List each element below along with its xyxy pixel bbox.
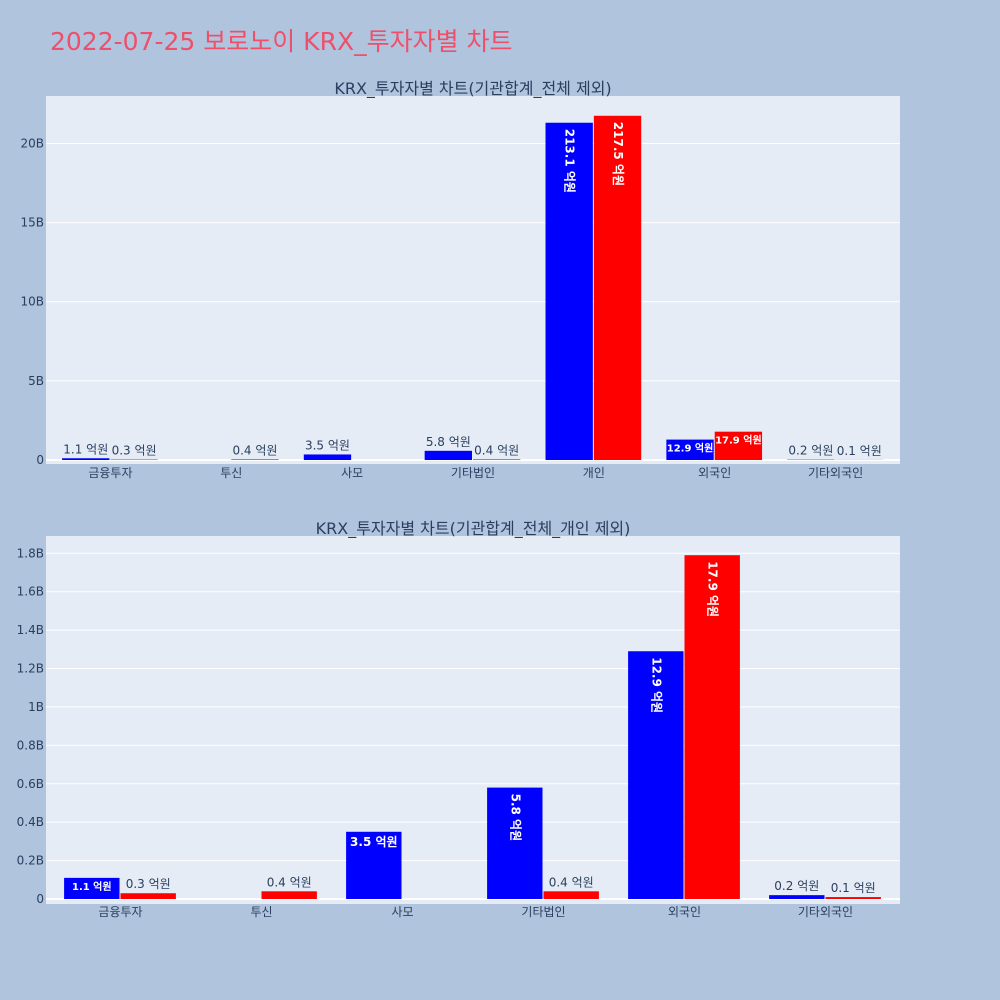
data-label: 0.2 억원 [788,444,833,458]
x-tick-label: 외국인 [698,466,731,480]
bar [545,122,593,460]
bar [593,115,642,461]
y-tick-label: 1.6B [17,585,44,599]
data-label: 1.1 억원 [72,880,112,893]
y-tick-label: 0 [36,453,44,467]
x-tick-label: 기타외국인 [808,466,863,480]
chart-title: KRX_투자자별 차트(기관합계_전체 제외) [334,79,611,99]
bar [543,891,599,899]
data-label: 0.1 억원 [831,881,876,895]
bar [424,450,472,460]
y-tick-label: 0.4B [17,815,44,829]
chart-title: KRX_투자자별 차트(기관합계_전체_개인 제외) [316,519,631,539]
bar [231,459,279,460]
bar [303,454,352,460]
data-label: 213.1 억원 [563,129,577,193]
data-label: 5.8 억원 [508,794,522,842]
x-tick-label: 투신 [250,905,272,919]
data-label: 5.8 억원 [426,435,471,449]
x-tick-label: 외국인 [668,905,701,919]
y-tick-label: 1.4B [17,623,44,637]
x-tick-label: 금융투자 [98,905,142,919]
data-label: 12.9 억원 [667,442,714,455]
bar [346,831,402,899]
y-tick-label: 1.2B [17,662,44,676]
y-tick-label: 1B [28,700,44,714]
y-tick-label: 15B [20,216,44,230]
data-label: 0.4 억원 [232,443,277,457]
x-tick-label: 기타법인 [521,905,565,919]
x-tick-label: 사모 [391,905,413,919]
data-label: 17.9 억원 [706,561,720,617]
data-label: 17.9 억원 [715,434,762,447]
data-label: 1.1 억원 [63,442,108,456]
bar [628,651,684,899]
y-tick-label: 1.8B [17,546,44,560]
page-title: 2022-07-25 보로노이 KRX_투자자별 차트 [50,27,513,56]
data-label: 12.9 억원 [649,657,663,713]
y-tick-label: 0.2B [17,854,44,868]
y-tick-label: 10B [20,295,44,309]
bar [825,897,881,899]
y-tick-label: 0 [36,892,44,906]
bar [487,787,543,899]
top-bar-chart: KRX_투자자별 차트(기관합계_전체 제외) 0 5B 10B 15B 20B 금융투자 1… [20,79,900,480]
data-label: 0.4 억원 [267,875,312,889]
x-tick-label: 기타법인 [451,466,495,480]
data-label: 3.5 억원 [305,438,350,452]
data-label: 217.5 억원 [611,122,625,186]
data-label: 0.4 억원 [549,875,594,889]
bar [666,439,714,460]
plot-area [46,536,900,904]
x-tick-label: 사모 [341,466,363,480]
y-tick-label: 0.8B [17,738,44,752]
data-label: 0.3 억원 [126,877,171,891]
data-label: 3.5 억원 [350,835,398,849]
bar [64,877,120,899]
plot-area [46,96,900,464]
data-label: 0.3 억원 [112,444,157,458]
x-tick-label: 투신 [220,466,242,480]
bar [120,893,176,899]
x-tick-label: 개인 [583,466,605,480]
data-label: 0.4 억원 [474,443,519,457]
y-tick-label: 0.6B [17,777,44,791]
bar [769,895,825,899]
data-label: 0.2 억원 [774,879,819,893]
y-tick-label: 20B [20,136,44,150]
bar [473,459,521,460]
data-label: 0.1 억원 [837,444,882,458]
x-tick-label: 기타외국인 [798,905,853,919]
bar [62,458,110,460]
y-tick-label: 5B [28,374,44,388]
bar [261,891,317,899]
bar [684,555,740,899]
x-tick-label: 금융투자 [88,466,132,480]
bar [714,431,763,460]
